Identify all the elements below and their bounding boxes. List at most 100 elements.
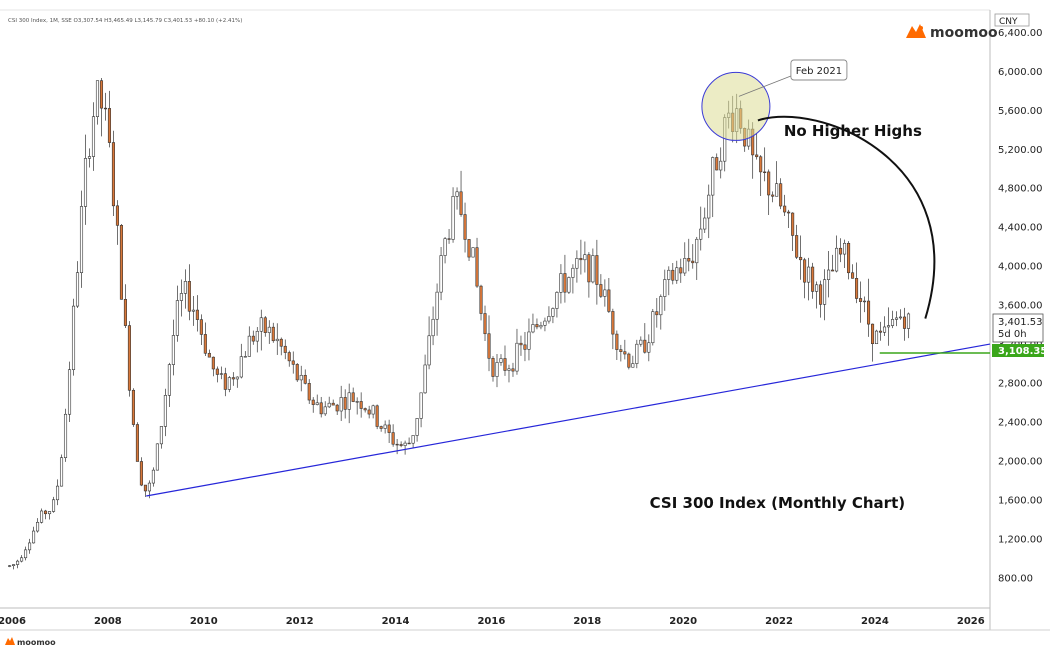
candle-up bbox=[239, 356, 243, 378]
candle-up bbox=[175, 300, 179, 336]
candle-down bbox=[407, 442, 411, 445]
candle-up bbox=[435, 291, 439, 320]
candle-up bbox=[323, 406, 327, 415]
candle-up bbox=[299, 374, 303, 381]
candle-down bbox=[283, 345, 287, 353]
candle-up bbox=[651, 311, 655, 344]
candle-up bbox=[471, 247, 475, 258]
x-tick-label: 2022 bbox=[765, 616, 793, 627]
footer-logo-icon bbox=[5, 637, 15, 645]
candle-up bbox=[28, 542, 32, 551]
candle-up bbox=[79, 206, 84, 273]
candle-down bbox=[595, 255, 599, 285]
candle-up bbox=[539, 325, 543, 328]
overlays-group: Feb 2021 No Higher Highs CSI 300 Index (Mo… bbox=[146, 59, 991, 512]
candle-up bbox=[403, 442, 407, 446]
candle-up bbox=[67, 369, 72, 415]
candle-up bbox=[659, 296, 663, 316]
candle-up bbox=[159, 426, 163, 445]
candle-down bbox=[459, 191, 463, 215]
last-price-value: 3,401.53 bbox=[998, 317, 1043, 328]
candle-down bbox=[511, 368, 515, 372]
candle-down bbox=[187, 281, 191, 312]
candle-down bbox=[855, 278, 859, 299]
candle-up bbox=[507, 368, 511, 371]
candle-down bbox=[803, 259, 807, 283]
candle-up bbox=[890, 319, 895, 326]
candle-up bbox=[703, 217, 707, 230]
candle-down bbox=[759, 156, 763, 173]
candle-down bbox=[295, 364, 299, 381]
candle-down bbox=[127, 325, 131, 391]
candle-up bbox=[71, 305, 76, 371]
candle-up bbox=[59, 457, 64, 487]
candle-up bbox=[151, 469, 155, 484]
candle-down bbox=[135, 424, 139, 462]
candle-down bbox=[387, 424, 391, 433]
candle-down bbox=[223, 373, 227, 390]
moomoo-logo-text: moomoo bbox=[930, 25, 998, 41]
candle-down bbox=[523, 344, 527, 350]
candle-down bbox=[771, 194, 775, 197]
currency-box[interactable] bbox=[994, 13, 1030, 27]
candle-up bbox=[906, 313, 911, 329]
candle-down bbox=[279, 338, 283, 347]
candles-group bbox=[8, 77, 911, 570]
candle-down bbox=[479, 285, 483, 314]
candle-down bbox=[867, 300, 871, 325]
candle-down bbox=[107, 108, 112, 143]
x-tick-label: 2012 bbox=[286, 616, 314, 627]
candle-up bbox=[635, 343, 639, 364]
currency-label: CNY bbox=[999, 17, 1018, 27]
candle-down bbox=[367, 409, 371, 415]
candle-down bbox=[611, 311, 615, 335]
candle-down bbox=[391, 432, 395, 445]
x-tick-label: 2020 bbox=[669, 616, 697, 627]
candle-down bbox=[143, 484, 147, 492]
x-tick-label: 2010 bbox=[190, 616, 218, 627]
candle-down bbox=[819, 284, 823, 305]
candle-down bbox=[839, 247, 843, 255]
candle-up bbox=[663, 279, 667, 297]
candle-up bbox=[807, 266, 811, 283]
candle-down bbox=[563, 273, 567, 293]
x-tick-label: 2026 bbox=[957, 616, 985, 627]
peak-highlight-circle bbox=[701, 71, 771, 141]
candle-up bbox=[171, 335, 175, 365]
candle-up bbox=[874, 330, 879, 345]
candle-down bbox=[359, 401, 363, 409]
x-tick-label: 2018 bbox=[573, 616, 601, 627]
candle-up bbox=[415, 418, 419, 436]
candle-up bbox=[495, 362, 499, 377]
candle-up bbox=[83, 158, 88, 207]
callout-box bbox=[790, 59, 848, 81]
candle-up bbox=[894, 317, 899, 320]
candle-up bbox=[439, 255, 443, 293]
candle-down bbox=[687, 258, 691, 262]
candle-up bbox=[591, 255, 595, 283]
candle-down bbox=[535, 324, 539, 328]
candle-up bbox=[823, 279, 827, 305]
candle-up bbox=[863, 300, 867, 303]
candle-up bbox=[567, 277, 571, 293]
y-tick-label: 6,000.00 bbox=[998, 67, 1043, 78]
candle-up bbox=[383, 424, 387, 429]
candle-down bbox=[207, 352, 211, 358]
candle-down bbox=[287, 352, 291, 362]
candle-down bbox=[303, 374, 307, 384]
candle-up bbox=[835, 247, 839, 272]
candle-up bbox=[711, 157, 715, 196]
candle-up bbox=[882, 326, 887, 333]
candle-up bbox=[639, 339, 643, 345]
candle-down bbox=[119, 225, 123, 300]
candle-up bbox=[531, 324, 535, 333]
time-axis: 2006 2008 2010 2012 2014 2016 2018 2020 2022 2024… bbox=[0, 616, 985, 627]
candle-up bbox=[155, 443, 159, 471]
candle-up bbox=[179, 293, 183, 301]
candle-down bbox=[251, 335, 255, 342]
candle-up bbox=[411, 435, 415, 444]
candle-down bbox=[623, 351, 627, 355]
candle-up bbox=[675, 267, 679, 281]
y-tick-label: 4,400.00 bbox=[998, 223, 1043, 234]
y-tick-label: 6,400.00 bbox=[998, 28, 1043, 39]
